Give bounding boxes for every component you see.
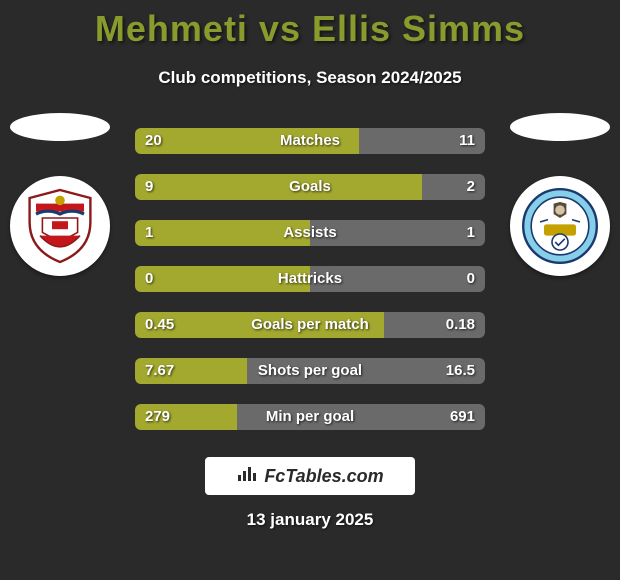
comparison-panel: 2011Matches 92Goals 11Assists 00Hattricks 0.… [0, 113, 620, 443]
stat-bar-left [135, 220, 310, 246]
stat-row: 279691Min per goal [135, 404, 485, 430]
coventry-city-crest-icon [520, 186, 600, 266]
stat-bar-right [247, 358, 485, 384]
chart-icon [236, 465, 258, 488]
team-left-badge [10, 176, 110, 276]
stat-bar-right [310, 220, 485, 246]
stat-bar-right [384, 312, 486, 338]
stat-row: 7.6716.5Shots per goal [135, 358, 485, 384]
stat-bar-left [135, 358, 247, 384]
stat-bars: 2011Matches 92Goals 11Assists 00Hattricks 0.… [135, 128, 485, 450]
team-right-badge [510, 176, 610, 276]
stat-bar-left [135, 128, 359, 154]
stat-row: 11Assists [135, 220, 485, 246]
stat-bar-right [237, 404, 486, 430]
stat-bar-right [422, 174, 485, 200]
stat-bar-left [135, 404, 237, 430]
fctables-logo: FcTables.com [205, 457, 415, 495]
stat-bar-right [310, 266, 485, 292]
bristol-city-crest-icon [20, 186, 100, 266]
player-right-avatar-placeholder [510, 113, 610, 141]
page-title: Mehmeti vs Ellis Simms [0, 0, 620, 50]
player-left-avatar-placeholder [10, 113, 110, 141]
fctables-text: FcTables.com [264, 466, 383, 487]
stat-bar-left [135, 174, 422, 200]
stat-row: 2011Matches [135, 128, 485, 154]
player-right-column [510, 113, 610, 276]
stat-bar-left [135, 312, 384, 338]
stat-bar-right [359, 128, 485, 154]
date-text: 13 january 2025 [0, 510, 620, 530]
player-left-column [10, 113, 110, 276]
subtitle: Club competitions, Season 2024/2025 [0, 68, 620, 88]
stat-row: 00Hattricks [135, 266, 485, 292]
stat-bar-left [135, 266, 310, 292]
stat-row: 92Goals [135, 174, 485, 200]
stat-row: 0.450.18Goals per match [135, 312, 485, 338]
